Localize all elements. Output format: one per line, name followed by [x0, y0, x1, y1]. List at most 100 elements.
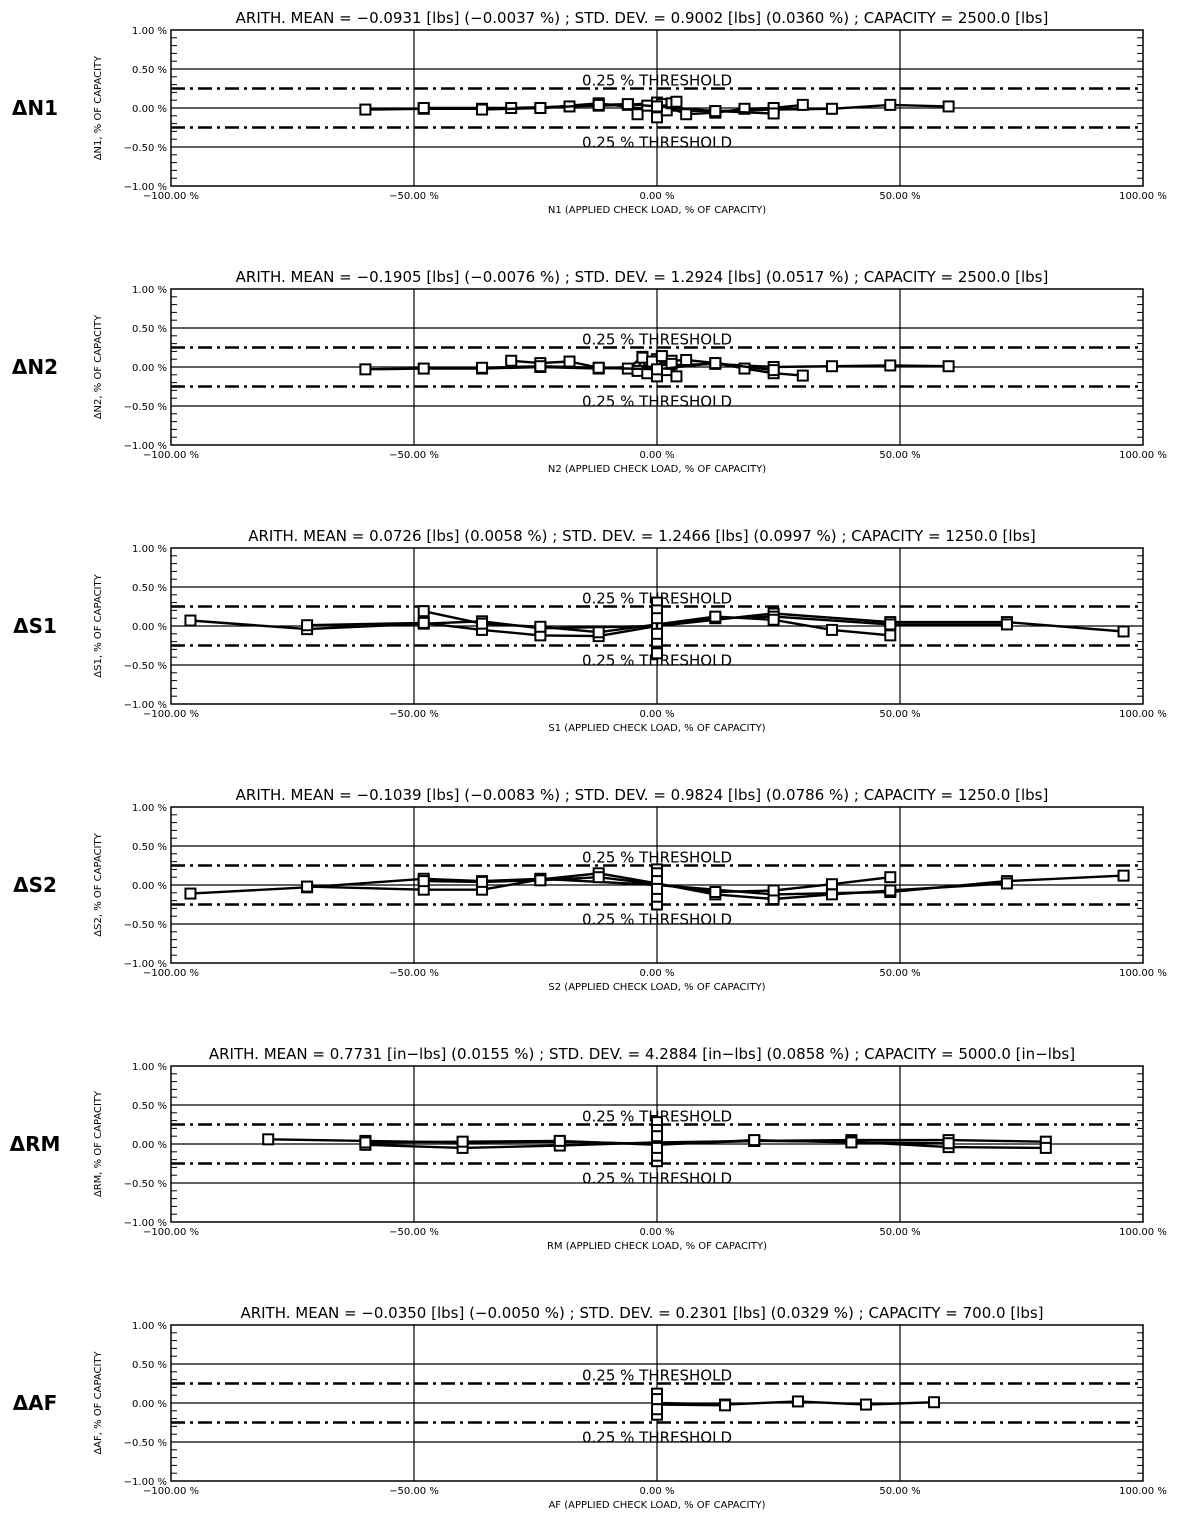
- y-tick-label: 1.00 %: [132, 1321, 167, 1332]
- y-tick-label: −0.50 %: [124, 920, 167, 931]
- y-tick-label: 1.00 %: [132, 26, 167, 37]
- chart-n2: 0.25 % THRESHOLD 0.25 % THRESHOLD ARITH. M…: [12, 268, 1167, 475]
- x-tick-label: 100.00 %: [1119, 1486, 1167, 1497]
- data-point: [636, 351, 649, 364]
- data-point: [709, 357, 722, 370]
- data-point: [1000, 618, 1013, 631]
- chart-title: ARITH. MEAN = −0.0350 [lbs] (−0.0050 %) …: [240, 1304, 1043, 1322]
- data-point: [651, 363, 663, 376]
- x-tick-label: −100.00 %: [143, 968, 199, 979]
- data-point: [621, 98, 634, 111]
- data-point: [631, 108, 644, 121]
- threshold-label-lower: 0.25 % THRESHOLD: [582, 393, 732, 411]
- y-tick-label: 0.50 %: [132, 842, 167, 853]
- data-point: [631, 364, 644, 377]
- x-tick-label: −50.00 %: [389, 450, 439, 461]
- data-point: [651, 627, 663, 640]
- y-tick-label: 0.50 %: [132, 324, 167, 335]
- x-tick-label: 100.00 %: [1119, 450, 1167, 461]
- data-point: [553, 1134, 566, 1147]
- x-axis-label: S1 (APPLIED CHECK LOAD, % OF CAPACITY): [548, 723, 765, 734]
- y-tick-label: −0.50 %: [124, 1179, 167, 1190]
- data-point: [359, 363, 372, 376]
- y-tick-label: 0.50 %: [132, 65, 167, 76]
- y-tick-label: 0.00 %: [132, 622, 167, 633]
- y-tick-label: −0.50 %: [124, 1438, 167, 1449]
- x-tick-label: 0.00 %: [640, 968, 675, 979]
- data-point: [767, 364, 780, 377]
- chart-title: ARITH. MEAN = −0.0931 [lbs] (−0.0037 %) …: [236, 9, 1049, 27]
- data-point: [942, 360, 955, 373]
- data-point: [592, 98, 605, 111]
- y-axis-label: ΔS2, % OF CAPACITY: [93, 832, 104, 936]
- threshold-label-lower: 0.25 % THRESHOLD: [582, 911, 732, 929]
- data-point: [534, 102, 547, 114]
- x-tick-label: 100.00 %: [1119, 709, 1167, 720]
- x-tick-label: −50.00 %: [389, 968, 439, 979]
- y-axis-label: ΔAF, % OF CAPACITY: [93, 1350, 104, 1454]
- y-axis-label: ΔN2, % OF CAPACITY: [93, 314, 104, 419]
- y-tick-label: −1.00 %: [124, 1218, 167, 1229]
- data-point: [651, 1393, 663, 1406]
- data-point: [262, 1133, 275, 1146]
- data-point: [417, 875, 430, 888]
- y-tick-label: −1.00 %: [124, 182, 167, 193]
- threshold-label-upper: 0.25 % THRESHOLD: [582, 1367, 732, 1385]
- threshold-label-lower: 0.25 % THRESHOLD: [582, 1429, 732, 1447]
- x-axis-label: AF (APPLIED CHECK LOAD, % OF CAPACITY): [548, 1500, 765, 1511]
- data-point: [184, 614, 197, 627]
- data-point: [651, 647, 663, 660]
- data-point: [791, 1395, 804, 1408]
- x-tick-label: 50.00 %: [879, 1227, 920, 1238]
- x-tick-label: −50.00 %: [389, 709, 439, 720]
- x-axis-label: N2 (APPLIED CHECK LOAD, % OF CAPACITY): [548, 464, 766, 475]
- data-point: [719, 1399, 732, 1412]
- x-tick-label: 0.00 %: [640, 450, 675, 461]
- data-point: [1117, 625, 1130, 638]
- x-tick-label: −100.00 %: [143, 1486, 199, 1497]
- data-point: [884, 629, 897, 642]
- data-point: [417, 616, 430, 629]
- x-tick-label: 50.00 %: [879, 450, 920, 461]
- data-point: [505, 354, 518, 367]
- x-tick-label: 0.00 %: [640, 709, 675, 720]
- data-point: [651, 111, 663, 124]
- y-tick-label: 0.50 %: [132, 583, 167, 594]
- data-point: [767, 884, 780, 897]
- threshold-label-lower: 0.25 % THRESHOLD: [582, 652, 732, 670]
- y-tick-label: 0.00 %: [132, 363, 167, 374]
- y-tick-label: 1.00 %: [132, 1062, 167, 1073]
- data-point: [884, 359, 897, 372]
- data-point: [476, 361, 489, 374]
- data-point: [796, 98, 809, 111]
- y-tick-label: −1.00 %: [124, 959, 167, 970]
- threshold-label-lower: 0.25 % THRESHOLD: [582, 1170, 732, 1188]
- data-point: [825, 888, 838, 901]
- data-point: [942, 100, 955, 113]
- data-point: [359, 103, 372, 116]
- data-point: [534, 360, 547, 373]
- data-point: [534, 620, 547, 633]
- data-point: [845, 1136, 858, 1149]
- data-point: [476, 617, 489, 630]
- data-point: [476, 875, 489, 888]
- data-point: [680, 353, 693, 366]
- x-tick-label: 0.00 %: [640, 1227, 675, 1238]
- chart-title: ARITH. MEAN = −0.1039 [lbs] (−0.0083 %) …: [236, 786, 1049, 804]
- data-point: [670, 370, 683, 383]
- data-point: [767, 107, 780, 120]
- data-point: [942, 1137, 955, 1150]
- y-tick-label: 0.50 %: [132, 1101, 167, 1112]
- data-point: [417, 102, 430, 114]
- y-tick-label: 0.00 %: [132, 1399, 167, 1410]
- data-point: [738, 102, 751, 115]
- data-point: [417, 362, 430, 375]
- data-point: [884, 618, 897, 631]
- y-tick-label: 0.00 %: [132, 881, 167, 892]
- data-point: [709, 105, 722, 118]
- x-axis-label: N1 (APPLIED CHECK LOAD, % OF CAPACITY): [548, 205, 766, 216]
- data-point: [825, 623, 838, 636]
